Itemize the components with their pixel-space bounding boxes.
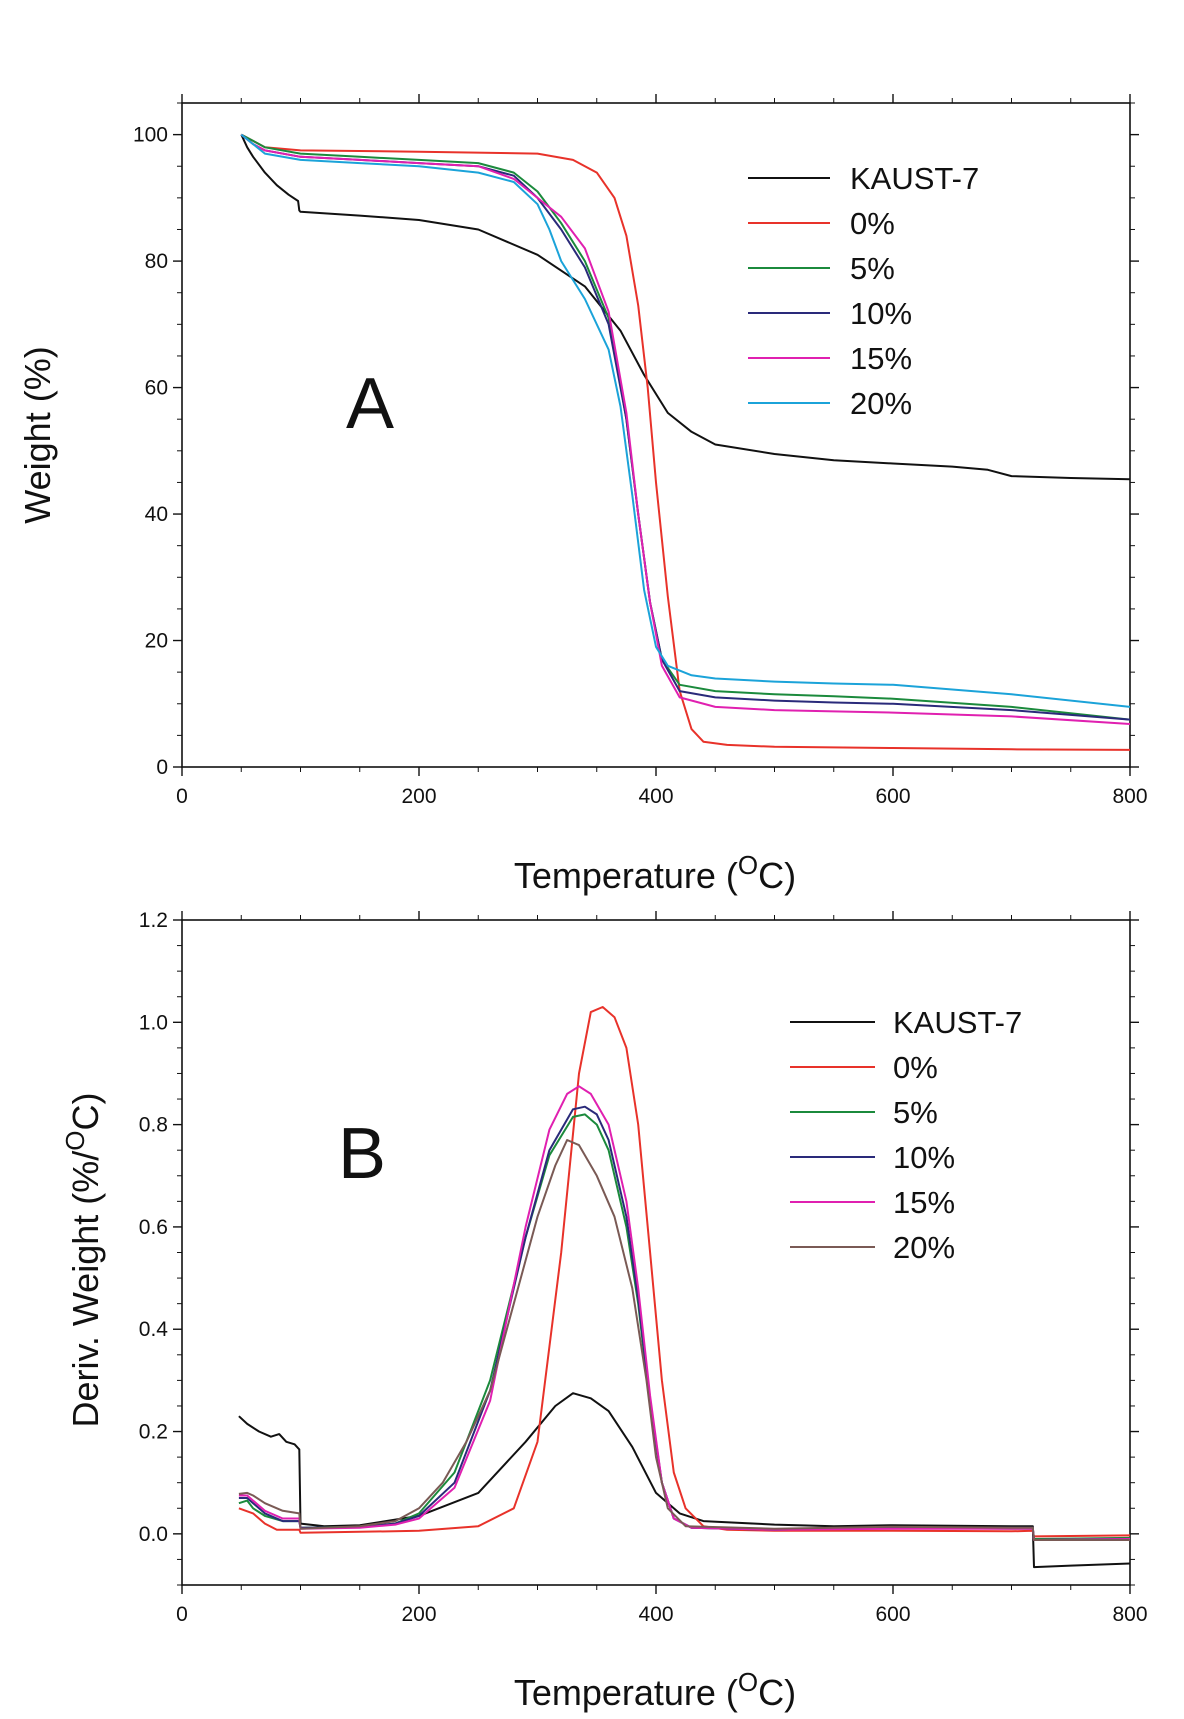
x-axis-title-sup: O <box>738 1667 758 1697</box>
x-tick-label: 800 <box>1112 785 1147 808</box>
y-axis-title: Deriv. Weight (%/OC) <box>60 1093 106 1428</box>
x-tick-label: 400 <box>638 1603 673 1626</box>
x-axis-title-sup: O <box>738 850 758 880</box>
series-line-15 <box>240 133 1130 725</box>
legend-label: 0% <box>850 206 895 241</box>
x-axis-title: Temperature (OC) <box>514 1667 796 1713</box>
legend-label: 5% <box>893 1095 938 1130</box>
legend-label: 15% <box>850 341 912 376</box>
legend-label: 5% <box>850 251 895 286</box>
y-tick-label: 0.0 <box>139 1523 168 1546</box>
legend-label: 10% <box>850 296 912 331</box>
series-line-20 <box>238 1139 1130 1541</box>
panel-letter: B <box>338 1114 386 1194</box>
x-tick-label: 200 <box>401 785 436 808</box>
y-tick-label: 60 <box>145 377 168 400</box>
x-tick-label: 600 <box>875 1603 910 1626</box>
panel-letter: A <box>346 364 394 444</box>
x-axis-title-text: Temperature ( <box>514 855 738 896</box>
y-tick-label: 20 <box>145 630 168 653</box>
y-axis-title-end: C) <box>65 1093 106 1131</box>
plot-frame <box>181 102 1131 768</box>
x-tick-label: 400 <box>638 785 673 808</box>
y-tick-label: 100 <box>133 124 168 147</box>
series-line-kaust7 <box>240 134 1130 481</box>
legend-label: KAUST-7 <box>850 161 979 196</box>
y-tick-label: 0.2 <box>139 1421 168 1444</box>
x-axis-title-text: Temperature ( <box>514 1672 738 1713</box>
y-tick-label: 1.2 <box>139 909 168 932</box>
series-line-0 <box>240 133 1130 751</box>
legend-label: 15% <box>893 1185 955 1220</box>
y-tick-label: 1.0 <box>139 1011 168 1034</box>
legend-label: 0% <box>893 1050 938 1085</box>
x-axis-title: Temperature (OC) <box>514 850 796 896</box>
legend-label: 20% <box>893 1230 955 1265</box>
series-line-20 <box>240 133 1130 708</box>
legend-label: 20% <box>850 386 912 421</box>
y-tick-label: 0.4 <box>139 1318 169 1341</box>
series-line-15 <box>238 1085 1130 1541</box>
y-axis-title-text: Weight (%) <box>17 346 58 523</box>
y-tick-label: 0.8 <box>139 1114 168 1137</box>
x-tick-label: 0 <box>176 1603 188 1626</box>
x-tick-label: 600 <box>875 785 910 808</box>
y-tick-label: 0 <box>156 756 168 779</box>
series-line-0 <box>238 1006 1130 1538</box>
y-axis-title-text: Deriv. Weight (%/ <box>65 1151 106 1428</box>
x-axis-title-end: C) <box>758 855 796 896</box>
x-axis-title-end: C) <box>758 1672 796 1713</box>
series-line-5 <box>240 133 1130 721</box>
x-tick-label: 200 <box>401 1603 436 1626</box>
y-tick-label: 40 <box>145 503 168 526</box>
chart-panel-b: 0 200 400 600 800 0.0 0.2 0.4 0.6 0.8 1.0 1.2 KAUST-… <box>60 909 1148 1713</box>
legend-label: KAUST-7 <box>893 1005 1022 1040</box>
y-axis-title-sup: O <box>60 1131 90 1151</box>
y-tick-label: 80 <box>145 250 168 273</box>
y-axis-title: Weight (%) <box>17 346 58 523</box>
x-tick-label: 0 <box>176 785 188 808</box>
y-tick-label: 0.6 <box>139 1216 168 1239</box>
chart-panel-a: 0 200 400 600 800 0 20 40 60 80 100 KAUST-7 0% 5% 10% 1… <box>17 94 1148 896</box>
series-line-kaust7 <box>238 1392 1130 1569</box>
legend-label: 10% <box>893 1140 955 1175</box>
x-tick-label: 800 <box>1112 1603 1147 1626</box>
